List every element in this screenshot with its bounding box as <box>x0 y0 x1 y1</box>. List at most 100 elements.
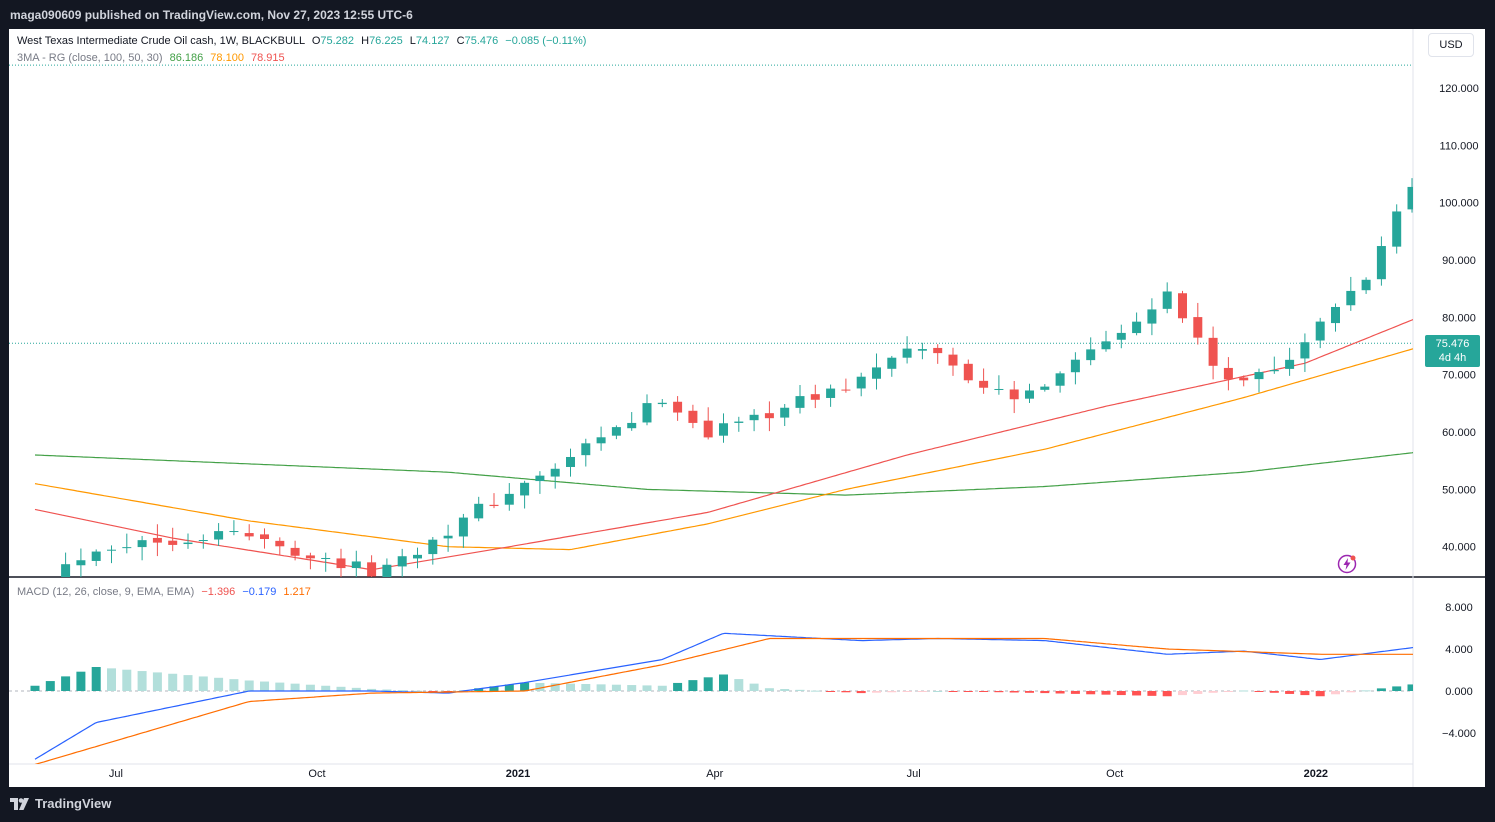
footer-bar: TradingView <box>0 787 1495 822</box>
candle-body <box>917 349 927 351</box>
macd-histogram-bar <box>581 684 591 691</box>
chart-canvas[interactable]: 120.000 110.000 100.000 90.000 80.000 70.000 6… <box>9 29 1485 787</box>
candle-body <box>1025 390 1034 399</box>
candle-body <box>1223 367 1233 380</box>
price-pane <box>9 64 1485 577</box>
candle-body <box>979 380 989 388</box>
bar-countdown: 4d 4h <box>1438 352 1467 364</box>
candle-body <box>1178 293 1187 319</box>
macd-line <box>34 632 1413 760</box>
macd-histogram-bar <box>137 671 147 691</box>
macd-histogram-bar <box>1285 691 1295 694</box>
currency-button[interactable]: USD <box>1428 33 1474 57</box>
candle-body <box>703 420 713 438</box>
macd-histogram-bar <box>872 691 881 693</box>
candle-body <box>1407 186 1413 210</box>
candle-body <box>91 551 101 561</box>
macd-histogram-bar <box>1361 690 1371 692</box>
time-axis-tick: Jul <box>907 768 921 780</box>
macd-histogram-bar <box>764 688 774 691</box>
macd-histogram-bar <box>382 689 392 691</box>
flash-icon[interactable] <box>1337 554 1357 574</box>
macd-histogram-bar <box>1392 686 1402 691</box>
macd-histogram-bar <box>198 676 208 691</box>
time-axis-tick: Oct <box>1106 768 1123 780</box>
candle-body <box>550 468 560 477</box>
macd-histogram-bar <box>902 691 912 692</box>
macd-histogram-bar <box>841 691 851 693</box>
macd-histogram-bar <box>1009 691 1019 693</box>
candle-body <box>489 504 499 507</box>
publish-info: maga090609 published on TradingView.com,… <box>10 8 413 22</box>
candle-body <box>321 557 331 559</box>
macd-histogram-bar <box>1055 691 1065 694</box>
macd-histogram-bar <box>351 687 361 691</box>
macd-histogram-bar <box>397 690 407 692</box>
high-value: 76.225 <box>369 35 403 47</box>
tradingview-logo-icon <box>10 797 29 810</box>
macd-histogram-bar <box>1193 691 1203 694</box>
macd-histogram-bar <box>520 682 530 691</box>
candle-body <box>1484 162 1485 175</box>
candle-body <box>596 437 606 444</box>
macd-histogram-bar <box>611 684 621 691</box>
macd-histogram-bar <box>413 690 422 692</box>
candle-body <box>504 493 514 505</box>
macd-histogram-bar <box>979 691 989 692</box>
macd-histogram-bar <box>673 682 683 691</box>
macd-axis-tick: 8.000 <box>1445 602 1473 614</box>
candle-body <box>688 410 698 423</box>
candle-body <box>1239 377 1249 381</box>
candle-body <box>1040 386 1050 390</box>
candle-body <box>1086 349 1096 361</box>
chart-frame[interactable]: 120.000 110.000 100.000 90.000 80.000 70.000 6… <box>9 29 1485 787</box>
macd-histogram-bar <box>856 691 866 694</box>
macd-histogram-bar <box>1376 688 1386 691</box>
macd-histogram-bar <box>474 688 484 691</box>
candle-body <box>1361 279 1371 291</box>
candle-body <box>1254 372 1264 380</box>
candle-body <box>107 549 116 551</box>
candle-body <box>1193 317 1203 338</box>
legend-ma-row[interactable]: 3MA - RG (close, 100, 50, 30) 86.186 78.… <box>17 52 285 64</box>
macd-histogram-bar <box>168 673 178 691</box>
macd-histogram-bar <box>367 688 377 691</box>
candle-body <box>963 363 973 381</box>
publish-header: maga090609 published on TradingView.com,… <box>0 0 1495 30</box>
price-axis-tick: 60.000 <box>1442 427 1476 439</box>
macd-histogram-bar <box>152 672 162 691</box>
macd-histogram-bar <box>1331 691 1340 695</box>
candle-body <box>902 348 912 358</box>
candle-body <box>275 540 285 547</box>
candle-body <box>367 562 377 577</box>
candle-body <box>1285 359 1295 369</box>
candle-body <box>458 517 468 537</box>
candle-body <box>581 443 591 456</box>
candle-body <box>520 482 530 496</box>
price-axis-tick: 100.000 <box>1439 198 1479 210</box>
macd-signal-value: 1.217 <box>283 586 311 598</box>
macd-histogram-bar <box>244 680 254 691</box>
candle-body <box>657 402 667 405</box>
candle-body <box>994 388 1004 390</box>
macd-histogram-bar <box>1208 691 1218 693</box>
tradingview-logo[interactable]: TradingView <box>10 796 111 811</box>
ma100-line <box>34 452 1413 496</box>
macd-histogram-bar <box>489 686 499 691</box>
candle-body <box>1423 148 1432 189</box>
candle-body <box>1392 211 1402 247</box>
macd-axis-tick: −4.000 <box>1442 728 1476 740</box>
last-price-value: 75.476 <box>1435 338 1470 350</box>
macd-histogram-bar <box>780 689 790 691</box>
macd-histogram-bar <box>1423 682 1432 691</box>
legend-macd-row[interactable]: MACD (12, 26, close, 9, EMA, EMA) −1.396… <box>17 586 311 598</box>
candle-body <box>428 539 438 555</box>
price-axis-tick: 40.000 <box>1442 542 1476 554</box>
macd-histogram-bar <box>703 677 713 691</box>
macd-histogram-bar <box>642 685 652 691</box>
candle-body <box>183 542 193 545</box>
macd-histogram-bar <box>229 679 239 691</box>
ma100-value: 86.186 <box>169 52 204 64</box>
candle-body <box>229 531 239 533</box>
price-axis-tick: 110.000 <box>1440 140 1479 152</box>
